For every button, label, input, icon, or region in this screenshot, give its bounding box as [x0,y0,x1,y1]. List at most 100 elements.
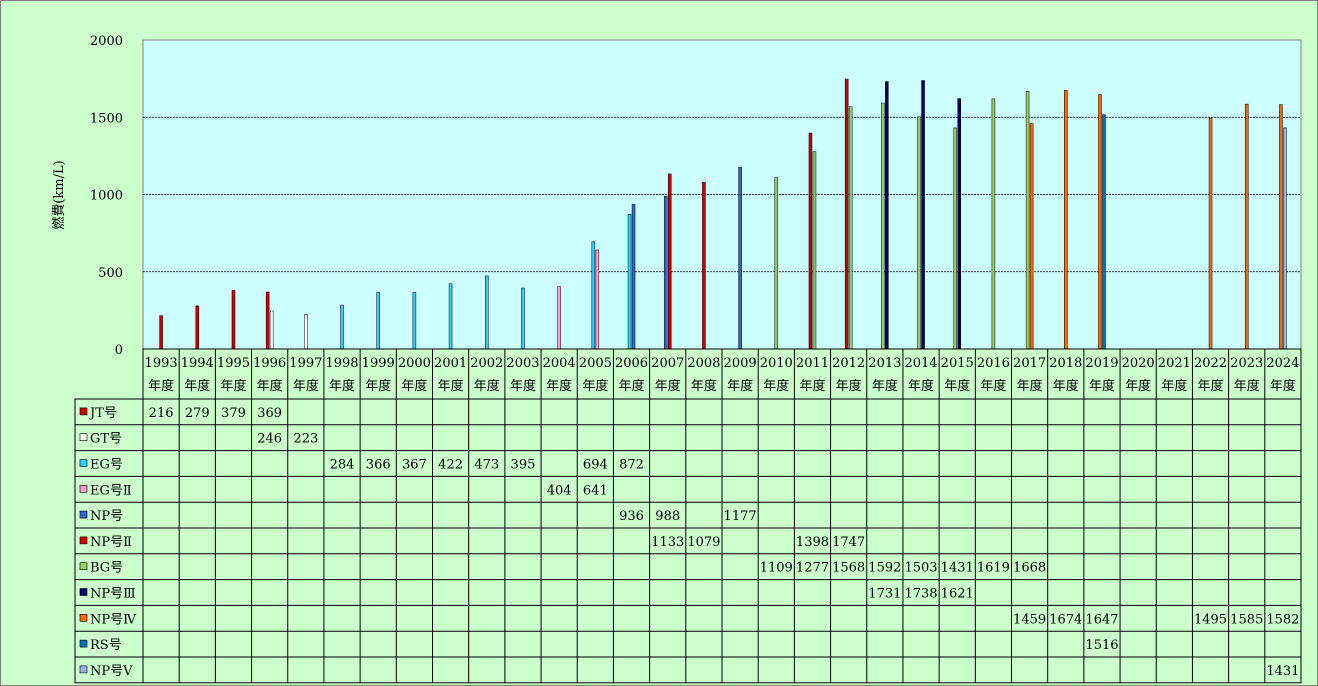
category-suffix-label: 年度 [619,378,645,394]
category-suffix-label: 年度 [220,378,246,394]
category-suffix-label: 年度 [257,378,283,394]
legend-swatch [79,639,88,648]
table-cell-value: 1503 [904,561,937,576]
table-cell-value: 422 [438,458,463,473]
table-cell-value: 1619 [977,561,1010,576]
y-tick-label: 0 [115,343,123,358]
category-year-label: 2017 [1013,356,1046,371]
table-cell-value: 936 [619,509,644,524]
legend-series-name: RS号 [90,638,122,653]
data-table: 1993 年度 1994 年度 1995 年度 1996 年度 1997 年度 1998 年度 1999… [74,348,1302,684]
category-suffix-label: 年度 [655,378,681,394]
table-cell-value: 284 [330,458,355,473]
grid-lines [143,116,1301,273]
bar [702,182,706,350]
category-year-label: 2018 [1049,356,1082,371]
legend-series-name: NP号 [90,509,123,524]
table-cell-value: 395 [511,458,536,473]
legend-series-name: NP号Ⅳ [90,612,137,627]
bar [631,204,636,350]
bar [595,249,600,350]
bar [1208,117,1213,350]
table-cell-value: 1177 [724,509,757,524]
bar [591,241,596,350]
table-cell-value: 1398 [796,535,829,550]
category-year-label: 2003 [506,356,539,371]
bar [231,290,236,350]
bar [774,177,779,350]
category-year-label: 2000 [398,356,431,371]
table-cell-value: 246 [257,432,282,447]
bar [917,116,921,350]
table-cell-value: 1585 [1230,612,1263,627]
table-cell-value: 1674 [1049,612,1082,627]
category-suffix-label: 年度 [872,378,898,394]
table-cell-value: 988 [655,509,680,524]
category-year-label: 1997 [289,356,322,371]
legend-swatch [79,407,88,416]
bar [376,292,380,350]
category-year-label: 1994 [181,356,214,371]
category-suffix-label: 年度 [727,378,753,394]
table-cell-value: 1133 [651,535,684,550]
category-year-label: 2023 [1230,356,1263,371]
table-cell-value: 1459 [1013,612,1046,627]
category-suffix-label: 年度 [582,378,608,394]
legend-swatch [79,536,88,545]
category-year-label: 2020 [1122,356,1155,371]
bar [1244,103,1249,350]
category-suffix-label: 年度 [1053,378,1079,394]
category-suffix-label: 年度 [474,378,500,394]
bar [991,98,996,350]
bar [265,291,270,350]
y-tick-label: 1000 [90,189,123,204]
bar [1102,114,1106,350]
category-suffix-label: 年度 [980,378,1006,394]
category-year-label: 2005 [579,356,612,371]
bar [1029,123,1034,350]
bar [885,81,889,350]
table-cell-value: 404 [547,483,572,498]
y-tick-label: 2000 [90,34,123,49]
category-year-label: 2024 [1266,356,1299,371]
legend-swatch [79,433,88,442]
category-year-label: 2012 [832,356,865,371]
category-year-label: 2008 [687,356,720,371]
category-suffix-label: 年度 [1017,378,1043,394]
category-suffix-label: 年度 [510,378,536,394]
table-cell-value: 1668 [1013,561,1046,576]
category-year-label: 2001 [434,356,467,371]
table-cell-value: 641 [583,483,608,498]
bar [663,196,668,350]
table-cell-value: 1747 [832,535,865,550]
bar [1098,94,1102,350]
category-year-label: 1999 [362,356,395,371]
table-cell-value: 1592 [868,561,901,576]
bar [812,151,817,350]
bar [1283,127,1287,350]
y-tick-label: 1500 [90,111,123,126]
category-suffix-label: 年度 [329,378,355,394]
table-cell-value: 1495 [1194,612,1227,627]
category-suffix-label: 年度 [763,378,789,394]
legend-swatch [79,510,88,519]
category-suffix-label: 年度 [691,378,717,394]
table-cell-value: 216 [149,406,174,421]
category-year-label: 1996 [253,356,286,371]
table-cell-value: 1079 [687,535,720,550]
category-suffix-label: 年度 [293,378,319,394]
bar [304,314,308,350]
category-suffix-label: 年度 [184,378,210,394]
legend-series-name: BG号 [90,561,123,576]
category-year-label: 1998 [325,356,358,371]
category-suffix-label: 年度 [1198,378,1224,394]
category-suffix-label: 年度 [836,378,862,394]
y-axis-label: 燃費(km/L) [51,160,67,229]
bar [1064,90,1068,350]
table-cell-value: 1621 [941,587,974,602]
category-suffix-label: 年度 [908,378,934,394]
category-suffix-label: 年度 [438,378,464,394]
table-cell-value: 369 [257,406,282,421]
table-cell-value: 279 [185,406,210,421]
